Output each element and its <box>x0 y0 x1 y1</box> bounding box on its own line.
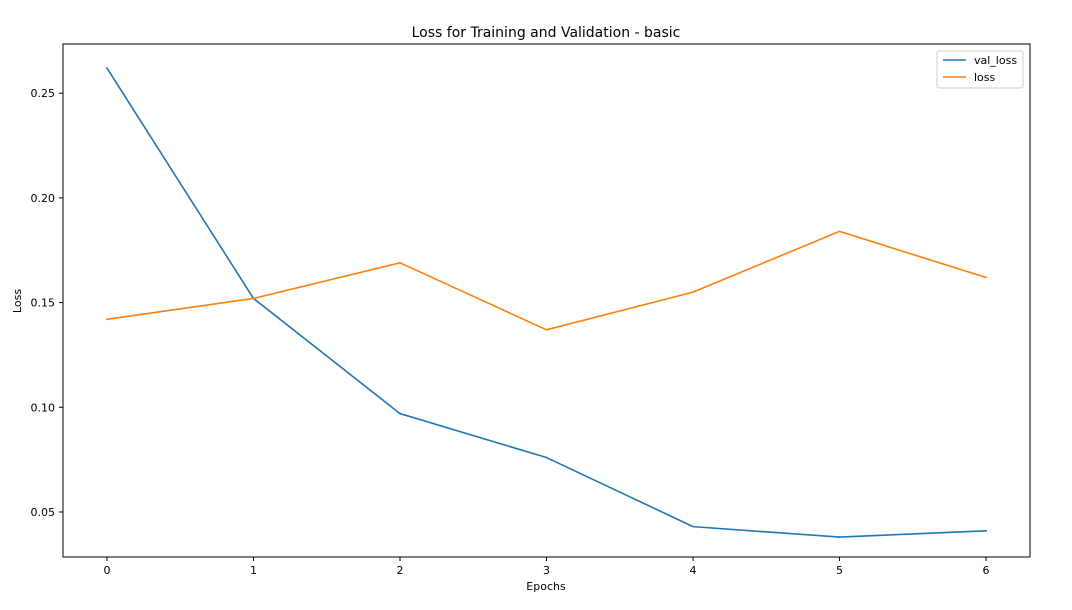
data-point-val-loss <box>838 536 841 539</box>
series-lines <box>106 67 987 539</box>
legend-label-loss: loss <box>974 71 996 84</box>
data-point-loss <box>106 318 108 321</box>
x-tick-label: 6 <box>983 564 990 577</box>
plot-area-frame <box>62 43 1031 558</box>
data-point-val-loss <box>106 67 108 69</box>
x-tick-label: 3 <box>543 564 550 577</box>
x-tick-label: 1 <box>250 564 257 577</box>
x-axis-label: Epochs <box>526 580 566 593</box>
data-point-val-loss <box>692 525 694 528</box>
y-tick-label: 0.15 <box>31 297 56 310</box>
series-line-loss <box>106 230 987 331</box>
legend: val_loss loss <box>936 50 1024 89</box>
y-tick-label: 0.05 <box>31 506 56 519</box>
x-tick-label: 2 <box>396 564 403 577</box>
data-point-loss <box>692 291 694 294</box>
data-point-loss <box>985 276 987 279</box>
data-point-val-loss <box>399 412 401 415</box>
y-axis-ticks: 0.05 0.10 0.15 0.20 0.25 <box>31 87 63 519</box>
x-tick-label: 4 <box>690 564 697 577</box>
x-tick-label: 0 <box>103 564 110 577</box>
chart-title: Loss for Training and Validation - basic <box>412 25 681 41</box>
data-point-val-loss <box>545 456 548 459</box>
y-tick-label: 0.20 <box>31 192 56 205</box>
x-axis-ticks: 0 1 2 3 4 5 6 <box>103 557 990 577</box>
data-point-loss <box>252 297 255 300</box>
data-point-loss <box>838 230 841 233</box>
legend-label-val-loss: val_loss <box>974 54 1017 67</box>
data-point-loss <box>399 261 401 264</box>
data-point-loss <box>545 328 548 331</box>
data-point-val-loss <box>985 529 987 532</box>
y-tick-label: 0.10 <box>31 401 56 414</box>
y-tick-label: 0.25 <box>31 87 56 100</box>
x-tick-label: 5 <box>836 564 843 577</box>
y-axis-label: Loss <box>11 289 24 313</box>
series-line-val-loss <box>106 67 987 538</box>
